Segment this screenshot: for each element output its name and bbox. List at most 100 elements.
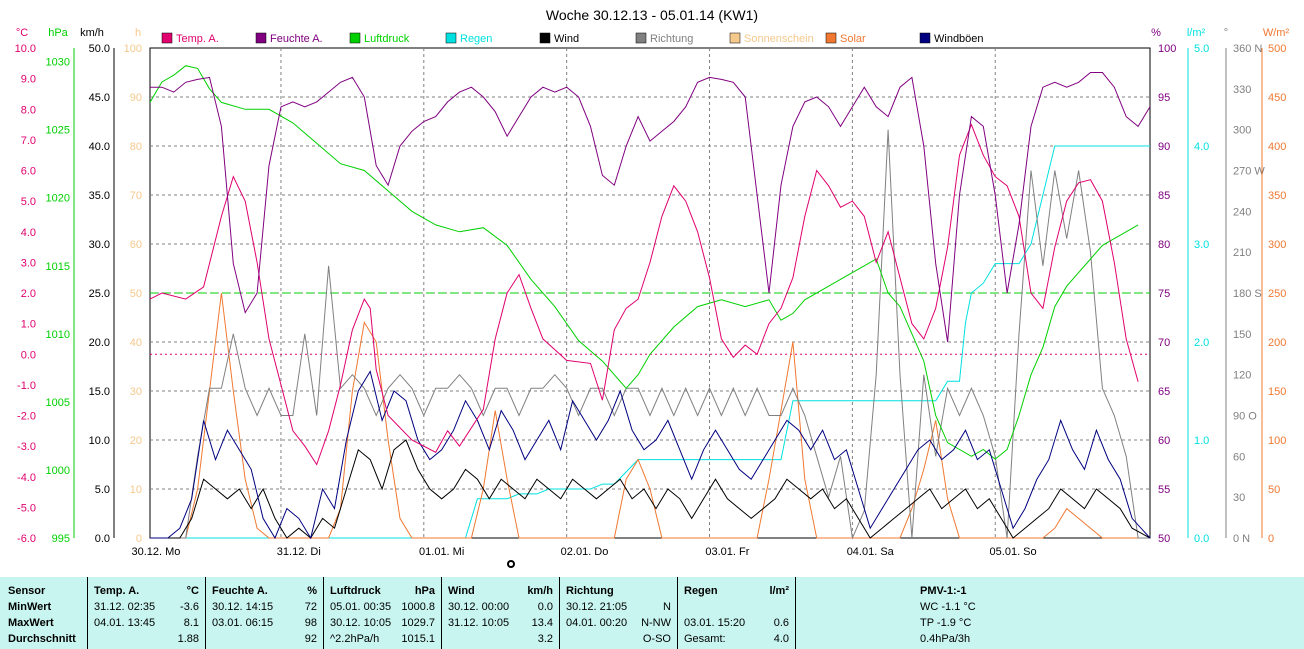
legend-swatch bbox=[729, 32, 741, 44]
direction-max: N-NW bbox=[641, 617, 671, 629]
pressure-min: 1000.8 bbox=[401, 601, 435, 613]
wind-header: Wind bbox=[448, 585, 475, 597]
humidity-max: 98 bbox=[304, 617, 317, 629]
x-tick-label: 30.12. Mo bbox=[131, 546, 180, 558]
temp-tick-label: 4.0 bbox=[21, 227, 36, 239]
rain-unit-label: l/m² bbox=[1187, 27, 1206, 39]
solar-tick-label: 350 bbox=[1268, 190, 1286, 202]
temp-unit-label: °C bbox=[16, 27, 28, 39]
direction-tick-label: 90 O bbox=[1233, 411, 1257, 423]
series-line-richtung bbox=[150, 129, 1150, 540]
humidity-min-time: 30.12. 14:15 bbox=[212, 601, 274, 613]
rain-tick-label: 3.0 bbox=[1194, 239, 1209, 251]
wind-tick-label: 10.0 bbox=[89, 435, 110, 447]
pressure-max-time: 30.12. 10:05 bbox=[330, 617, 392, 629]
humidity-tick-label: 75 bbox=[1158, 288, 1170, 300]
humidity-column: Feuchte A. % 30.12. 14:15 72 03.01. 06:1… bbox=[206, 577, 324, 649]
humidity-avg: 92 bbox=[304, 633, 317, 645]
rain-tick-label: 4.0 bbox=[1194, 141, 1209, 153]
temp-tick-label: -6.0 bbox=[17, 533, 36, 545]
chart-title: Woche 30.12.13 - 05.01.14 (KW1) bbox=[546, 7, 758, 23]
rain-tick-label: 1.0 bbox=[1194, 435, 1209, 447]
wind-avg: 3.2 bbox=[537, 633, 553, 645]
sun-tick-label: 50 bbox=[130, 288, 142, 300]
sun-unit-label: h bbox=[135, 27, 141, 39]
solar-tick-label: 250 bbox=[1268, 288, 1286, 300]
pressure-tick-label: 995 bbox=[52, 533, 70, 545]
direction-min: N bbox=[663, 601, 671, 613]
direction-tick-label: 150 bbox=[1233, 329, 1251, 341]
wind-max-time: 31.12. 10:05 bbox=[448, 617, 510, 629]
temp-tick-label: 7.0 bbox=[21, 135, 36, 147]
legend-label: Wind bbox=[554, 33, 579, 45]
solar-tick-label: 100 bbox=[1268, 435, 1286, 447]
direction-tick-label: 300 bbox=[1233, 125, 1251, 137]
direction-max-time: 04.01. 00:20 bbox=[566, 617, 628, 629]
wind-unit-label: km/h bbox=[80, 27, 104, 39]
solar-tick-label: 0 bbox=[1268, 533, 1274, 545]
pmv-tp: TP -1.9 °C bbox=[920, 617, 972, 629]
humidity-unit-label: % bbox=[1151, 27, 1161, 39]
wind-tick-label: 20.0 bbox=[89, 337, 110, 349]
temp-column: Temp. A. °C 31.12. 02:35 -3.6 04.01. 13:… bbox=[88, 577, 206, 649]
pressure-trend: ^2.2hPa/h bbox=[330, 633, 380, 645]
pressure-avg: 1015.1 bbox=[401, 633, 435, 645]
temp-tick-label: 2.0 bbox=[21, 288, 36, 300]
rain-max: 0.6 bbox=[773, 617, 789, 629]
wind-column: Wind km/h 30.12. 00:00 0.0 31.12. 10:05 … bbox=[442, 577, 560, 649]
humidity-tick-label: 60 bbox=[1158, 435, 1170, 447]
x-tick-label: 02.01. Do bbox=[561, 546, 609, 558]
direction-tick-label: 60 bbox=[1233, 451, 1245, 463]
temp-min-time: 31.12. 02:35 bbox=[94, 601, 156, 613]
wind-tick-label: 45.0 bbox=[89, 92, 110, 104]
temp-tick-label: 1.0 bbox=[21, 319, 36, 331]
sun-tick-label: 10 bbox=[130, 484, 142, 496]
humidity-tick-label: 50 bbox=[1158, 533, 1170, 545]
pmv-header: PMV-1:-1 bbox=[920, 585, 967, 597]
pressure-min-time: 05.01. 00:35 bbox=[330, 601, 392, 613]
legend-label: Sonnenschein bbox=[744, 33, 814, 45]
humidity-tick-label: 95 bbox=[1158, 92, 1170, 104]
wind-tick-label: 5.0 bbox=[95, 484, 110, 496]
legend-label: Regen bbox=[460, 33, 492, 45]
direction-unit-label: ° bbox=[1224, 27, 1228, 39]
x-axis-labels: 30.12. Mo 31.12. Di 01.01. Mi 02.01. Do 03.0… bbox=[131, 546, 1036, 558]
rain-column: Regen l/m² 03.01. 15:20 0.6 Gesamt: 4.0 bbox=[678, 577, 796, 649]
direction-tick-label: 180 S bbox=[1233, 288, 1262, 300]
temp-tick-label: -3.0 bbox=[17, 441, 36, 453]
humidity-tick-label: 65 bbox=[1158, 386, 1170, 398]
x-tick-label: 31.12. Di bbox=[277, 546, 321, 558]
pressure-tick-label: 1000 bbox=[46, 465, 70, 477]
x-tick-label: 01.01. Mi bbox=[419, 546, 464, 558]
direction-avg: O-SO bbox=[642, 633, 671, 645]
sensor-header: Sensor bbox=[8, 585, 46, 597]
wind-tick-label: 0.0 bbox=[95, 533, 110, 545]
humidity-min: 72 bbox=[304, 601, 317, 613]
humidity-tick-label: 90 bbox=[1158, 141, 1170, 153]
legend-label: Luftdruck bbox=[364, 33, 410, 45]
temp-tick-label: 3.0 bbox=[21, 257, 36, 269]
series-line-temp-a- bbox=[149, 123, 1139, 466]
direction-min-time: 30.12. 21:05 bbox=[566, 601, 628, 613]
pmv-wc: WC -1.1 °C bbox=[920, 601, 976, 613]
pressure-tick-label: 1025 bbox=[46, 125, 70, 137]
rain-max-time: 03.01. 15:20 bbox=[684, 617, 746, 629]
legend-label: Richtung bbox=[650, 33, 693, 45]
solar-tick-label: 400 bbox=[1268, 141, 1286, 153]
direction-tick-label: 240 bbox=[1233, 206, 1251, 218]
legend-label: Temp. A. bbox=[176, 33, 219, 45]
humidity-tick-label: 100 bbox=[1158, 43, 1176, 55]
temp-tick-label: 9.0 bbox=[21, 74, 36, 86]
solar-tick-label: 50 bbox=[1268, 484, 1280, 496]
sensor-column: Sensor MinWert MaxWert Durchschnitt bbox=[0, 577, 88, 649]
legend-swatch bbox=[539, 32, 551, 44]
wind-unit: km/h bbox=[527, 585, 553, 597]
rain-total: 4.0 bbox=[773, 633, 789, 645]
legend-swatch bbox=[825, 32, 837, 44]
temp-unit: °C bbox=[186, 585, 199, 597]
sun-tick-label: 40 bbox=[130, 337, 142, 349]
temp-tick-label: -4.0 bbox=[17, 472, 36, 484]
weather-chart: Woche 30.12.13 - 05.01.14 (KW1) Temp. A.… bbox=[15, 7, 1289, 568]
humidity-tick-label: 85 bbox=[1158, 190, 1170, 202]
rain-tick-label: 5.0 bbox=[1194, 43, 1209, 55]
